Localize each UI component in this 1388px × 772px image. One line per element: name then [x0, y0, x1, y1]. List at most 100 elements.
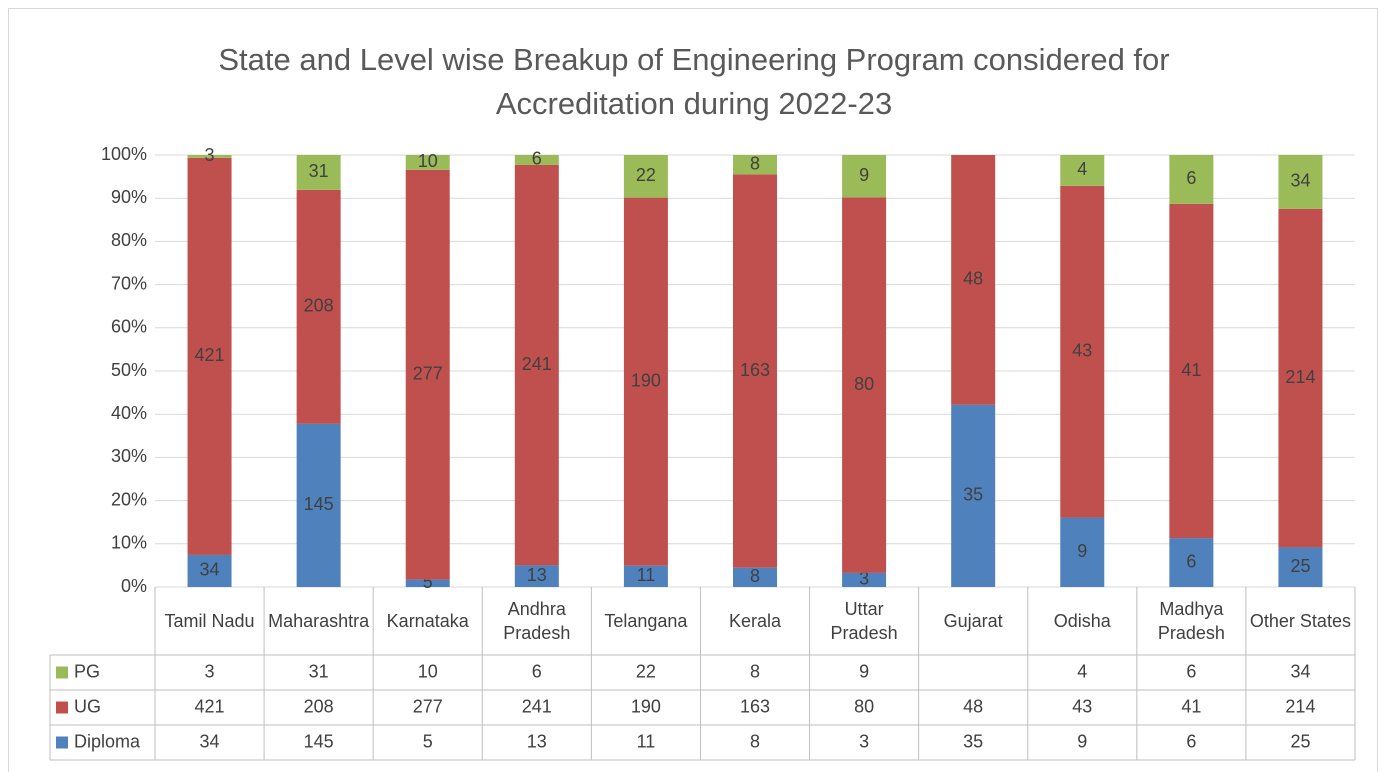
- data-label: 214: [1285, 367, 1315, 387]
- y-tick-label: 40%: [111, 403, 147, 423]
- data-label: 6: [1186, 551, 1196, 571]
- table-cell: 208: [304, 696, 334, 716]
- bar-segment: [1169, 538, 1214, 587]
- x-tick-label: Uttar Pradesh: [830, 599, 898, 643]
- data-label: 13: [527, 565, 547, 585]
- y-tick-label: 90%: [111, 187, 147, 207]
- table-cell: 163: [740, 696, 770, 716]
- data-label: 3: [205, 145, 215, 165]
- bar-segment: [733, 155, 777, 175]
- data-label: 31: [309, 161, 329, 181]
- bar-segment: [951, 404, 996, 587]
- data-label: 4: [1077, 159, 1087, 179]
- table-cell: 6: [1186, 661, 1196, 681]
- y-tick-label: 50%: [111, 360, 147, 380]
- legend-swatch: [56, 701, 68, 714]
- bar-segment: [405, 169, 450, 580]
- table-cell: 145: [304, 731, 334, 751]
- table-cell: 10: [418, 661, 438, 681]
- data-label: 9: [859, 165, 869, 185]
- bar-segment: [514, 155, 559, 165]
- y-tick-label: 10%: [111, 533, 147, 553]
- table-cell: 34: [200, 731, 220, 751]
- table-cell: 8: [750, 731, 760, 751]
- data-label: 10: [418, 151, 438, 171]
- table-cell: 31: [309, 661, 329, 681]
- bar-segment: [187, 157, 232, 555]
- x-tick-label: Madhya Pradesh: [1157, 599, 1225, 643]
- bar-segment: [951, 155, 996, 405]
- data-label: 6: [532, 149, 542, 169]
- bar-segment: [1060, 155, 1105, 186]
- data-label: 5: [423, 572, 433, 592]
- x-tick-label: Gujarat: [943, 611, 1003, 631]
- data-label: 6: [1186, 168, 1196, 188]
- x-tick-label: Other States: [1249, 611, 1351, 631]
- data-label: 11: [637, 565, 656, 585]
- bar-segment: [405, 155, 450, 170]
- bar-segment: [733, 174, 777, 568]
- table-cell: 4: [1077, 661, 1087, 681]
- bar-segment: [296, 189, 341, 424]
- table-cell: 34: [1290, 661, 1310, 681]
- y-tick-label: 0%: [121, 576, 147, 596]
- table-cell: 421: [195, 696, 225, 716]
- x-tick-label: Kerala: [728, 611, 781, 631]
- data-label: 48: [963, 269, 983, 289]
- y-tick-label: 20%: [111, 489, 147, 509]
- bar-segment: [296, 423, 341, 587]
- data-label: 208: [304, 296, 334, 316]
- data-label: 80: [854, 374, 874, 394]
- legend-swatch: [56, 666, 68, 679]
- bar-segment: [1169, 203, 1214, 539]
- bar-segment: [1278, 208, 1323, 548]
- legend-swatch: [56, 736, 68, 749]
- bar-segment: [187, 155, 232, 158]
- x-tick-label: Telangana: [604, 611, 688, 631]
- data-label: 190: [631, 370, 661, 390]
- legend-label: UG: [74, 696, 101, 716]
- bar-segment: [623, 565, 668, 587]
- table-cell: 6: [532, 661, 542, 681]
- y-tick-label: 70%: [111, 273, 147, 293]
- table-cell: 241: [522, 696, 552, 716]
- data-label: 145: [304, 494, 334, 514]
- bar-segment: [842, 155, 887, 198]
- data-label: 34: [1290, 171, 1310, 191]
- data-label: 43: [1072, 340, 1092, 360]
- x-tick-label: Karnataka: [386, 611, 469, 631]
- table-cell: 25: [1290, 731, 1310, 751]
- data-label: 9: [1077, 541, 1087, 561]
- bar-segment: [1060, 517, 1105, 587]
- bar-segment: [623, 155, 668, 198]
- bar-segment: [733, 567, 777, 587]
- data-label: 8: [750, 566, 760, 586]
- data-label: 163: [740, 360, 770, 380]
- x-tick-label: Tamil Nadu: [164, 611, 255, 631]
- data-label: 421: [195, 345, 225, 365]
- bar-segment: [1169, 155, 1214, 204]
- y-tick-label: 30%: [111, 446, 147, 466]
- table-cell: 6: [1186, 731, 1196, 751]
- table-cell: 3: [859, 731, 869, 751]
- x-tick-label: Andhra Pradesh: [503, 599, 571, 643]
- x-tick-label: Maharashtra: [268, 611, 370, 631]
- bar-segment: [514, 164, 559, 566]
- data-label: 277: [413, 363, 443, 383]
- table-cell: 9: [1077, 731, 1087, 751]
- table-cell: 8: [750, 661, 760, 681]
- data-label: 25: [1290, 556, 1310, 576]
- table-cell: 22: [636, 661, 656, 681]
- chart-title: State and Level wise Breakup of Engineer…: [218, 42, 1170, 121]
- data-label: 241: [522, 354, 552, 374]
- table-cell: 11: [637, 731, 656, 751]
- bar-segment: [1278, 547, 1323, 587]
- bar-segment: [405, 579, 450, 587]
- table-cell: 190: [631, 696, 661, 716]
- bar-segment: [514, 565, 559, 587]
- table-cell: 9: [859, 661, 869, 681]
- data-label: 35: [963, 485, 983, 505]
- y-tick-label: 80%: [111, 230, 147, 250]
